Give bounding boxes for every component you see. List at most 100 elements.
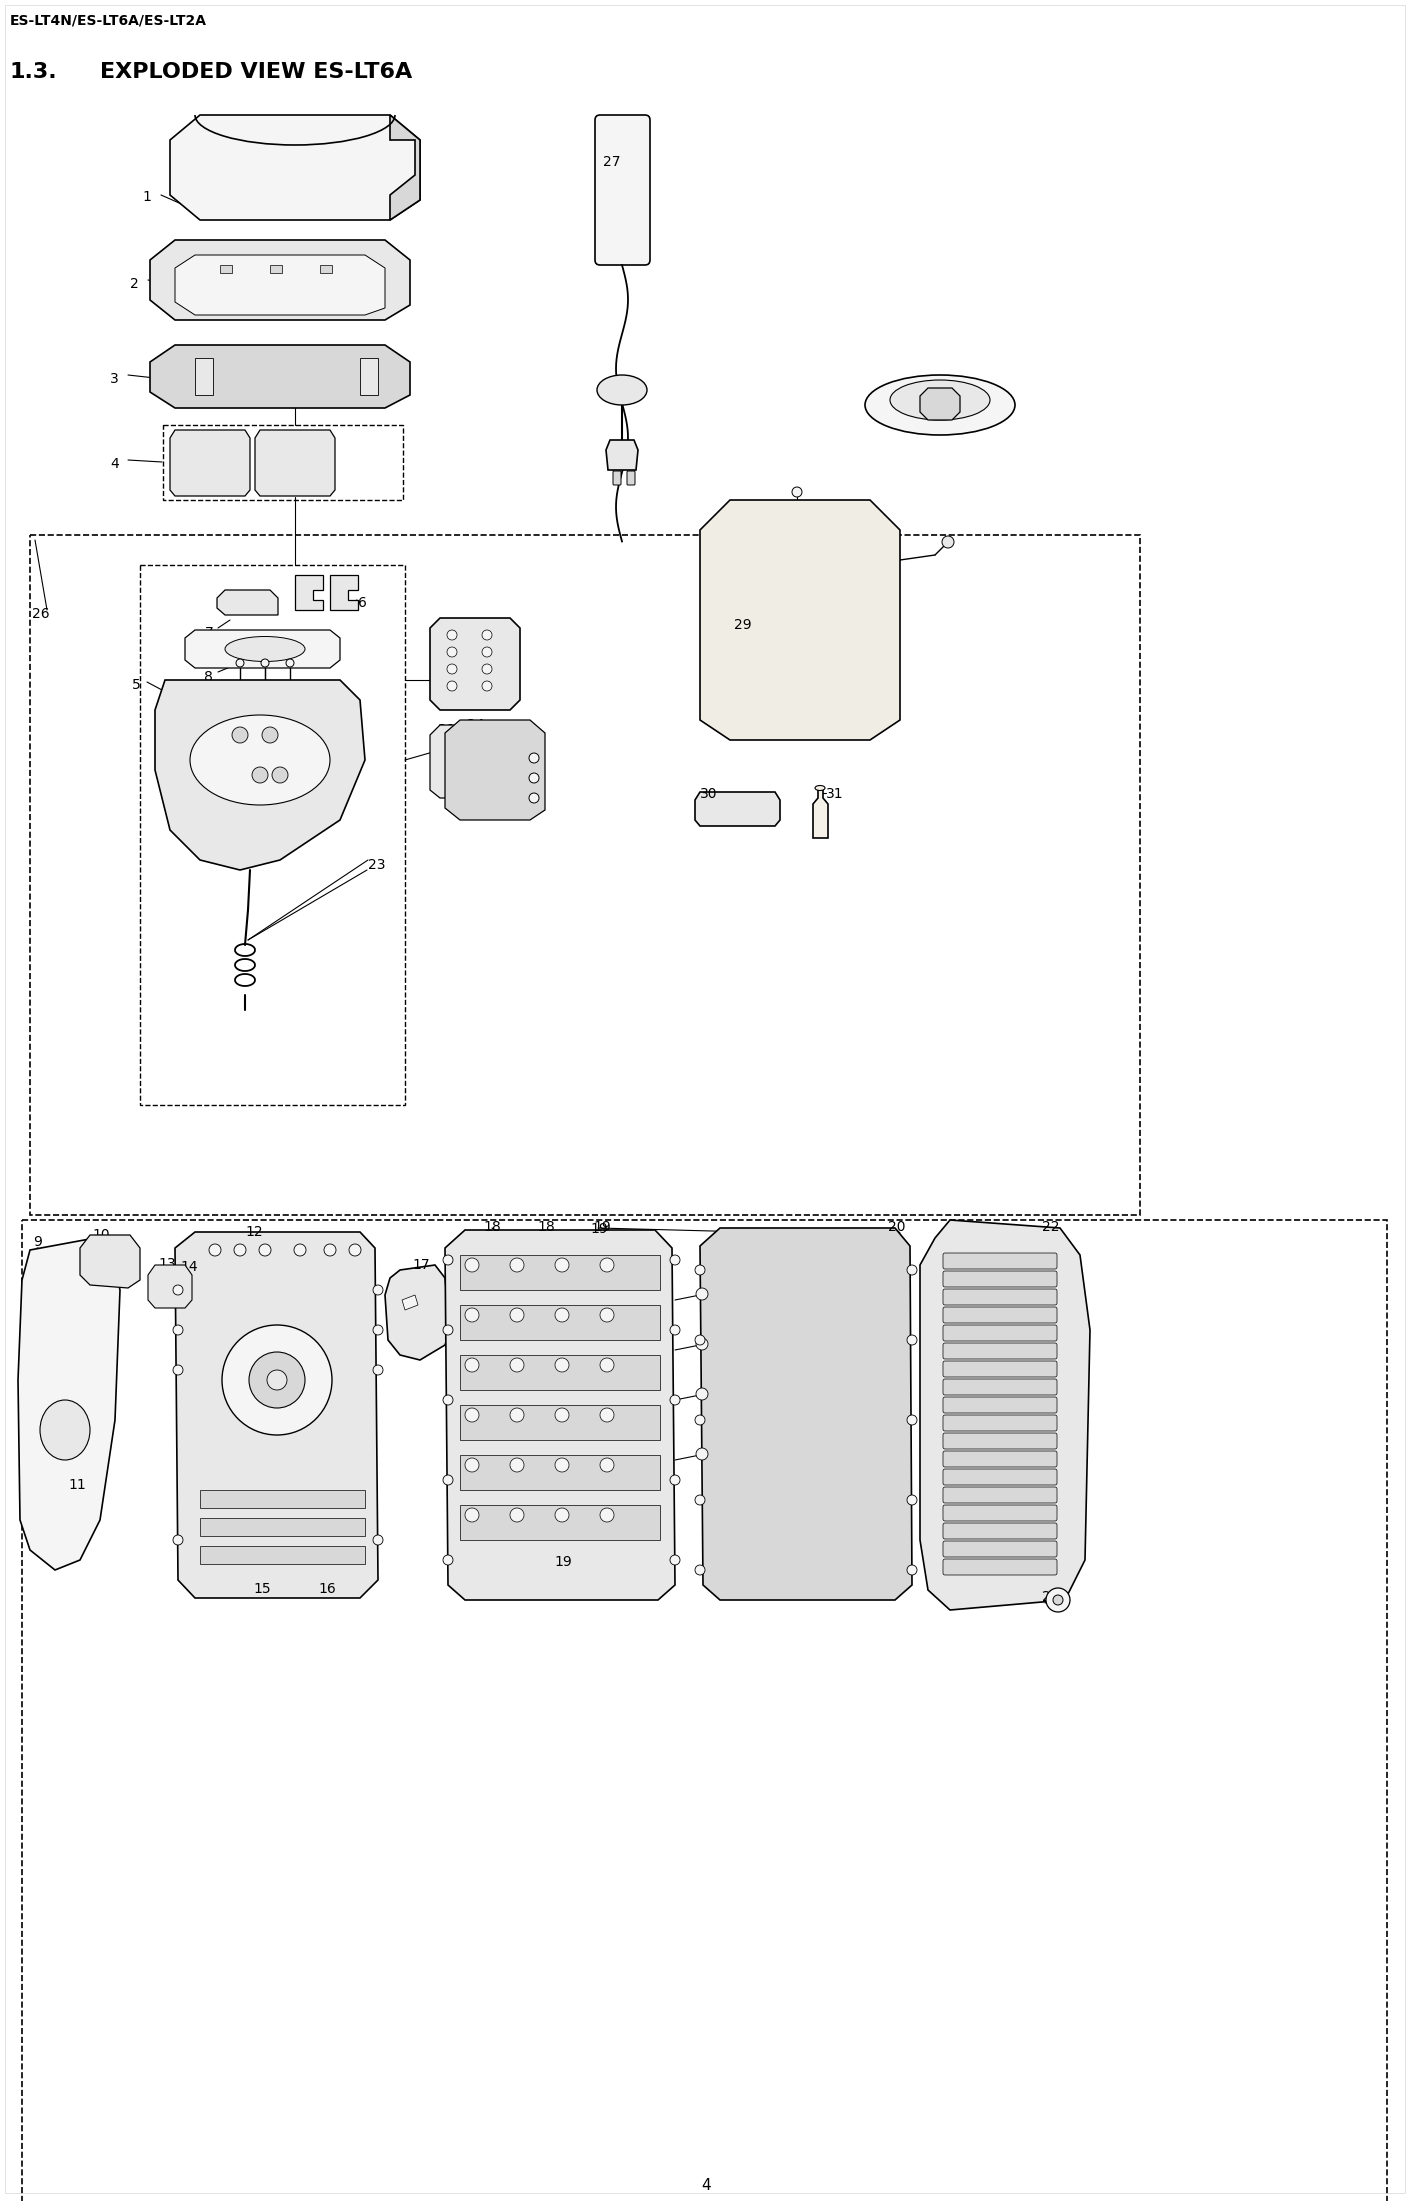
Polygon shape xyxy=(921,387,960,420)
Circle shape xyxy=(510,1409,524,1422)
Circle shape xyxy=(671,1255,681,1266)
Text: 21: 21 xyxy=(438,722,456,737)
Circle shape xyxy=(465,1358,479,1371)
FancyBboxPatch shape xyxy=(943,1343,1058,1358)
Circle shape xyxy=(907,1415,916,1424)
Polygon shape xyxy=(360,359,378,394)
Text: 31: 31 xyxy=(826,788,843,801)
FancyBboxPatch shape xyxy=(943,1380,1058,1395)
Circle shape xyxy=(695,1415,705,1424)
Ellipse shape xyxy=(890,381,990,420)
FancyBboxPatch shape xyxy=(943,1541,1058,1556)
Circle shape xyxy=(695,1266,705,1274)
FancyBboxPatch shape xyxy=(627,471,635,484)
FancyBboxPatch shape xyxy=(943,1325,1058,1340)
FancyBboxPatch shape xyxy=(943,1398,1058,1413)
Circle shape xyxy=(696,1448,707,1459)
Circle shape xyxy=(174,1365,184,1376)
Circle shape xyxy=(263,726,278,744)
Bar xyxy=(321,264,332,273)
Text: 26: 26 xyxy=(32,607,49,621)
Circle shape xyxy=(465,1457,479,1472)
Polygon shape xyxy=(175,255,385,315)
FancyBboxPatch shape xyxy=(943,1450,1058,1468)
Bar xyxy=(460,1356,659,1391)
Circle shape xyxy=(267,1369,287,1391)
Circle shape xyxy=(443,1255,453,1266)
FancyBboxPatch shape xyxy=(594,114,650,264)
Text: 22: 22 xyxy=(1042,1219,1059,1235)
Text: 16: 16 xyxy=(318,1583,336,1596)
Text: 27: 27 xyxy=(603,154,620,169)
FancyBboxPatch shape xyxy=(943,1252,1058,1270)
Circle shape xyxy=(481,629,491,640)
FancyBboxPatch shape xyxy=(943,1307,1058,1323)
Circle shape xyxy=(1046,1587,1070,1611)
Text: 10: 10 xyxy=(92,1228,110,1241)
Text: 25: 25 xyxy=(452,656,470,669)
Circle shape xyxy=(209,1244,222,1257)
Circle shape xyxy=(222,1325,332,1435)
Ellipse shape xyxy=(815,786,825,790)
Circle shape xyxy=(555,1457,569,1472)
Circle shape xyxy=(695,1565,705,1576)
Bar xyxy=(460,1404,659,1439)
Text: 19: 19 xyxy=(554,1554,572,1569)
FancyBboxPatch shape xyxy=(943,1505,1058,1521)
Circle shape xyxy=(530,792,539,803)
Text: 2: 2 xyxy=(130,277,138,291)
Text: 9: 9 xyxy=(32,1235,42,1248)
Polygon shape xyxy=(813,788,827,839)
Circle shape xyxy=(671,1325,681,1336)
Circle shape xyxy=(448,680,457,691)
Circle shape xyxy=(448,647,457,658)
Circle shape xyxy=(236,658,244,667)
Circle shape xyxy=(555,1409,569,1422)
Circle shape xyxy=(555,1259,569,1272)
Circle shape xyxy=(942,537,955,548)
Circle shape xyxy=(373,1365,383,1376)
Circle shape xyxy=(448,665,457,674)
Circle shape xyxy=(287,658,294,667)
Polygon shape xyxy=(80,1235,140,1288)
Circle shape xyxy=(510,1307,524,1323)
Circle shape xyxy=(696,1338,707,1349)
Circle shape xyxy=(600,1307,614,1323)
Circle shape xyxy=(373,1534,383,1545)
Circle shape xyxy=(443,1325,453,1336)
Bar xyxy=(460,1305,659,1340)
Circle shape xyxy=(373,1325,383,1336)
Text: 1.3.: 1.3. xyxy=(10,62,58,81)
Polygon shape xyxy=(700,500,899,740)
Text: 15: 15 xyxy=(253,1583,271,1596)
Circle shape xyxy=(465,1307,479,1323)
Circle shape xyxy=(696,1389,707,1400)
Text: 29: 29 xyxy=(734,618,751,632)
Bar xyxy=(201,1490,364,1508)
Text: 30: 30 xyxy=(700,788,717,801)
FancyBboxPatch shape xyxy=(943,1415,1058,1431)
Text: 12: 12 xyxy=(246,1226,263,1239)
Bar xyxy=(23,1219,1387,2201)
Polygon shape xyxy=(217,590,278,614)
Ellipse shape xyxy=(225,636,305,663)
Bar xyxy=(220,264,232,273)
Bar xyxy=(140,566,405,1105)
Text: 24: 24 xyxy=(467,718,484,733)
Circle shape xyxy=(465,1409,479,1422)
Text: 18: 18 xyxy=(537,1219,555,1235)
Polygon shape xyxy=(402,1294,418,1310)
Circle shape xyxy=(530,753,539,764)
Circle shape xyxy=(510,1508,524,1523)
Text: ES-LT4N/ES-LT6A/ES-LT2A: ES-LT4N/ES-LT6A/ES-LT2A xyxy=(10,13,208,29)
Text: 6: 6 xyxy=(359,596,367,610)
Polygon shape xyxy=(431,724,510,799)
Polygon shape xyxy=(695,792,779,825)
Circle shape xyxy=(792,486,802,497)
Circle shape xyxy=(1053,1596,1063,1605)
Text: 3: 3 xyxy=(110,372,119,385)
Bar xyxy=(162,425,402,500)
Polygon shape xyxy=(185,629,340,667)
Circle shape xyxy=(671,1475,681,1486)
Circle shape xyxy=(373,1285,383,1294)
